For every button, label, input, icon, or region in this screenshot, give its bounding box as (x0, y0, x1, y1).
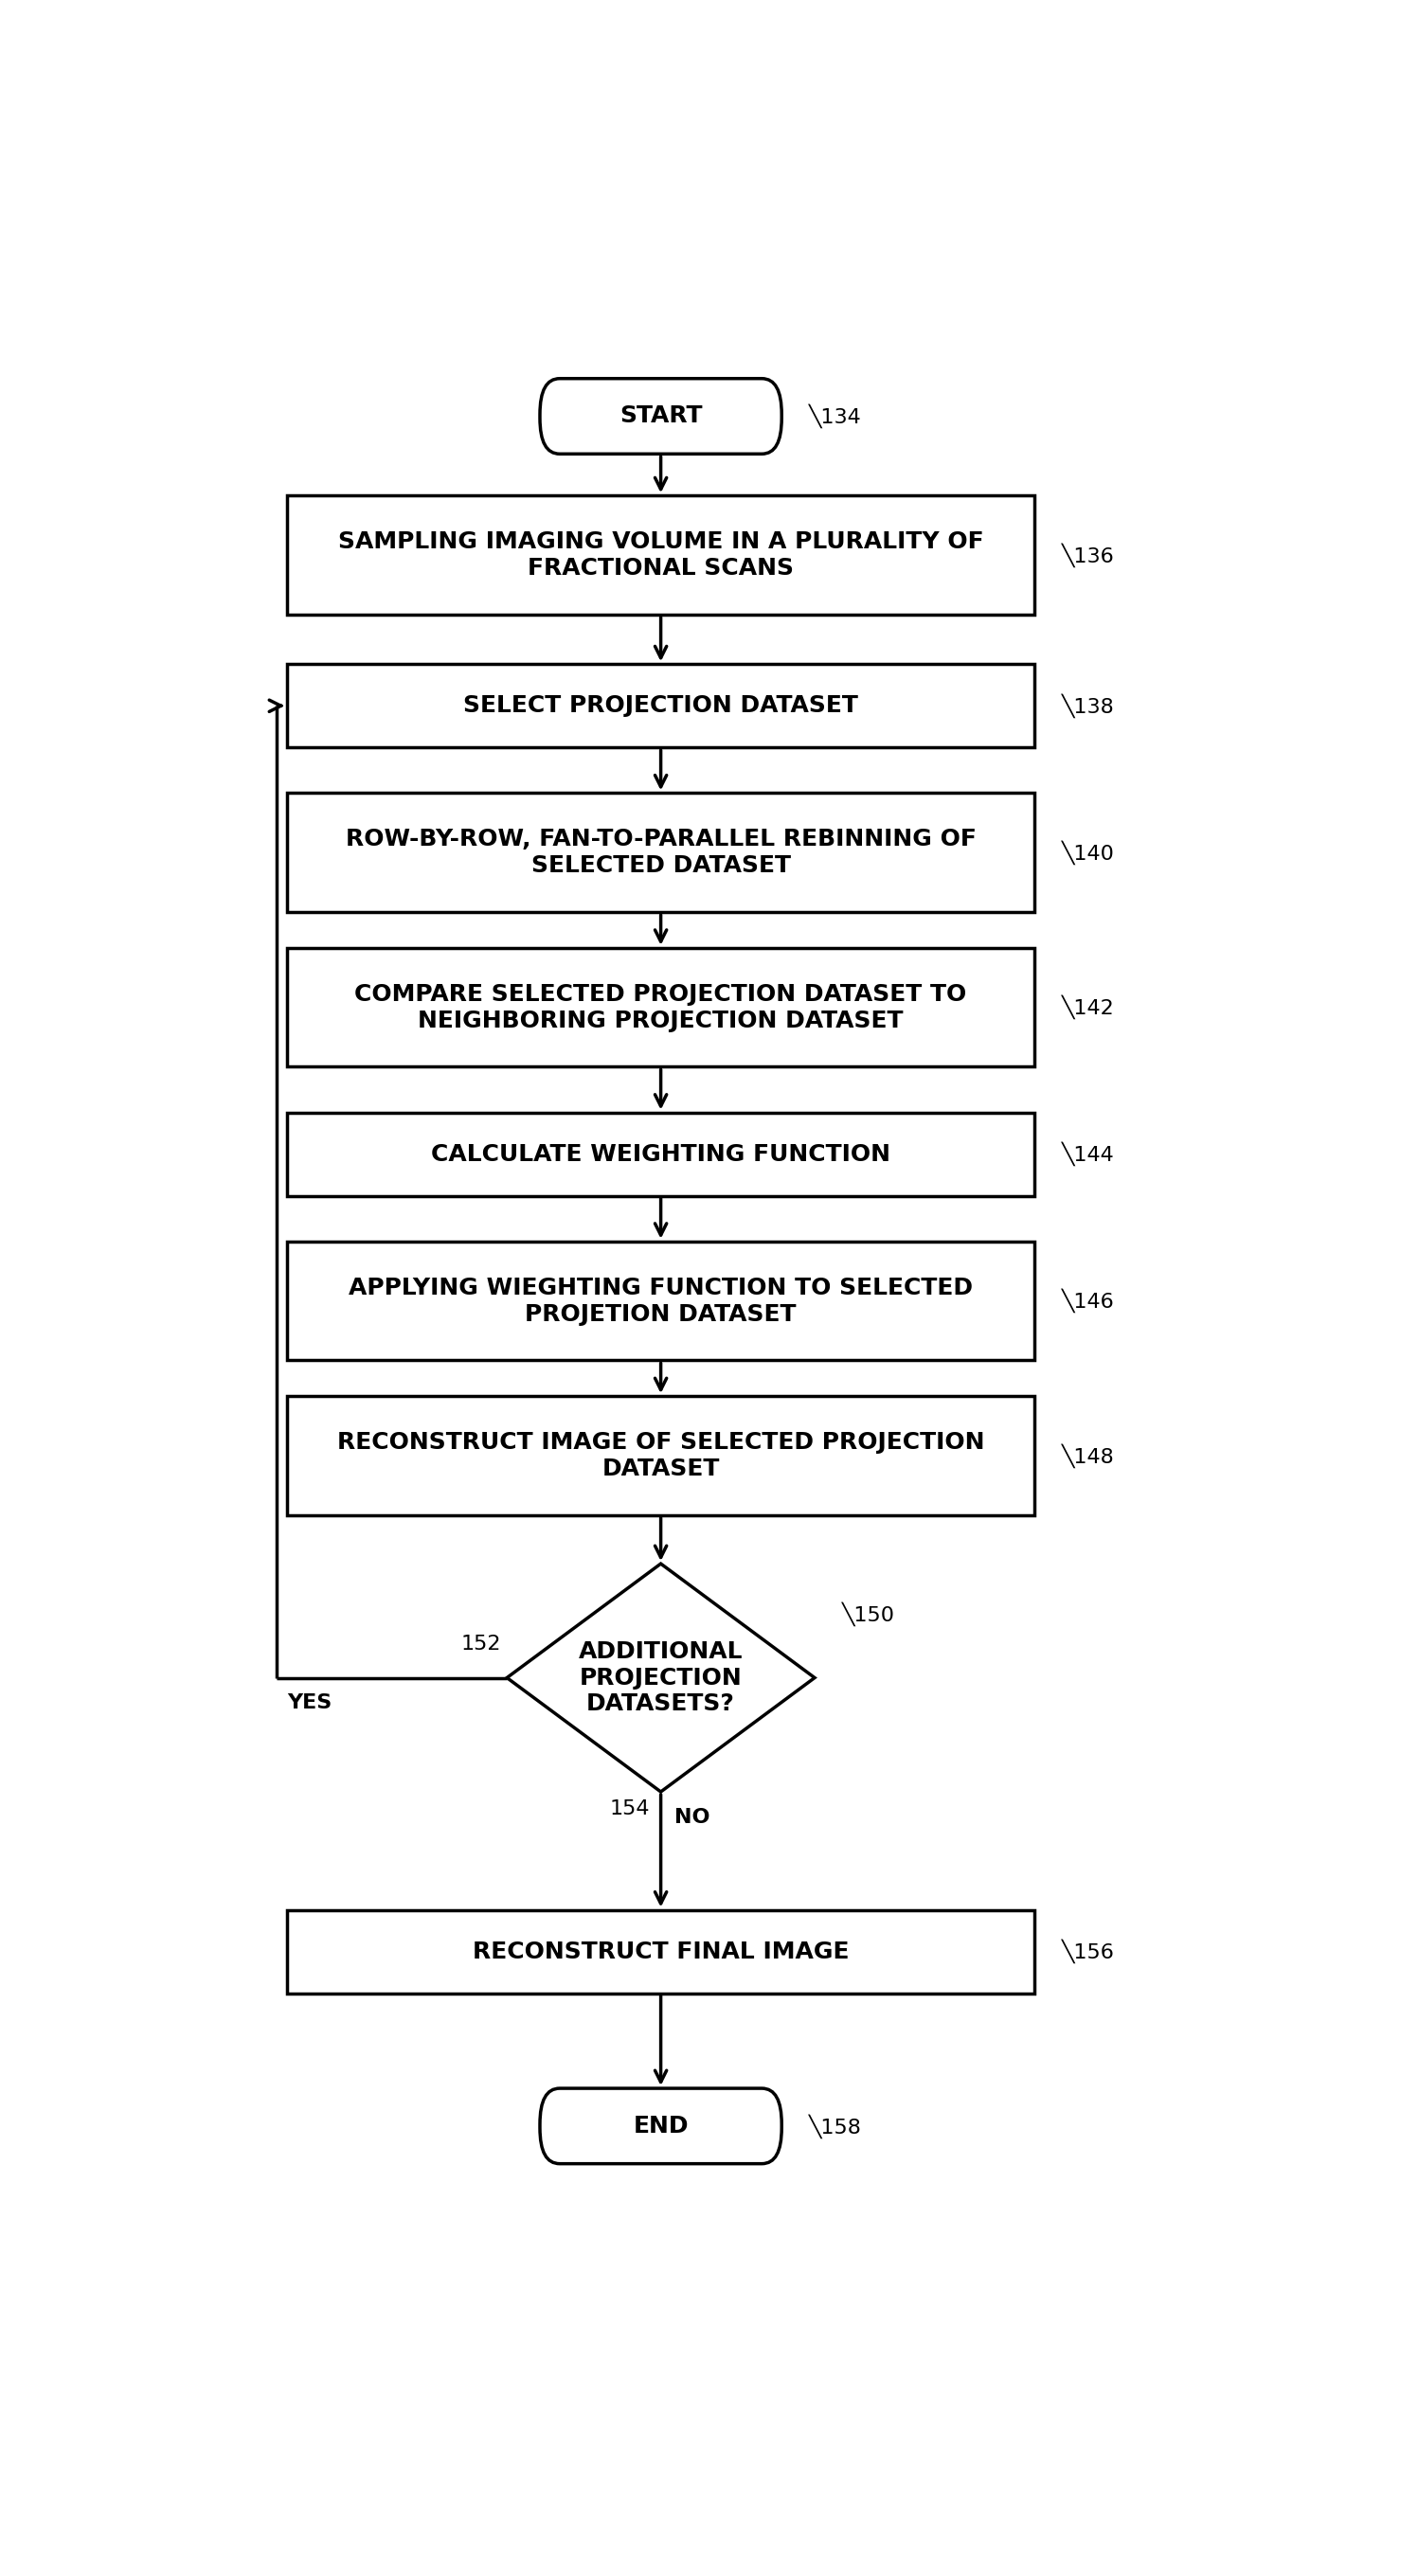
Bar (286, 793, 1035, 912)
Text: NO: NO (674, 1808, 709, 1826)
Text: RECONSTRUCT IMAGE OF SELECTED PROJECTION
DATASET: RECONSTRUCT IMAGE OF SELECTED PROJECTION… (337, 1432, 984, 1481)
Text: ROW-BY-ROW, FAN-TO-PARALLEL REBINNING OF
SELECTED DATASET: ROW-BY-ROW, FAN-TO-PARALLEL REBINNING OF… (346, 827, 976, 878)
FancyBboxPatch shape (540, 379, 781, 453)
Text: ╲134: ╲134 (810, 404, 862, 428)
Bar (286, 948, 1035, 1066)
Text: ╲138: ╲138 (1062, 693, 1115, 719)
Text: ADDITIONAL
PROJECTION
DATASETS?: ADDITIONAL PROJECTION DATASETS? (579, 1641, 743, 1716)
Text: ╲146: ╲146 (1062, 1288, 1115, 1314)
Text: YES: YES (286, 1692, 332, 1713)
Text: COMPARE SELECTED PROJECTION DATASET TO
NEIGHBORING PROJECTION DATASET: COMPARE SELECTED PROJECTION DATASET TO N… (354, 984, 967, 1033)
Text: ╲140: ╲140 (1062, 840, 1115, 866)
Text: START: START (620, 404, 702, 428)
Text: ╲158: ╲158 (810, 2115, 862, 2138)
Text: ╲136: ╲136 (1062, 544, 1115, 567)
Text: ╲150: ╲150 (842, 1602, 895, 1625)
Text: 152: 152 (461, 1636, 502, 1654)
Text: RECONSTRUCT FINAL IMAGE: RECONSTRUCT FINAL IMAGE (472, 1940, 849, 1963)
Text: 154: 154 (610, 1801, 649, 1819)
Text: ╲148: ╲148 (1062, 1443, 1115, 1468)
Text: ╲156: ╲156 (1062, 1940, 1115, 1963)
Bar (286, 495, 1035, 616)
Text: APPLYING WIEGHTING FUNCTION TO SELECTED
PROJETION DATASET: APPLYING WIEGHTING FUNCTION TO SELECTED … (349, 1275, 973, 1327)
Text: SAMPLING IMAGING VOLUME IN A PLURALITY OF
FRACTIONAL SCANS: SAMPLING IMAGING VOLUME IN A PLURALITY O… (337, 531, 984, 580)
Text: END: END (632, 2115, 689, 2138)
Text: SELECT PROJECTION DATASET: SELECT PROJECTION DATASET (464, 696, 858, 716)
Bar (286, 1113, 1035, 1195)
Polygon shape (508, 1564, 815, 1793)
Text: ╲142: ╲142 (1062, 994, 1115, 1020)
Bar (286, 665, 1035, 747)
Text: CALCULATE WEIGHTING FUNCTION: CALCULATE WEIGHTING FUNCTION (431, 1144, 891, 1164)
Bar (286, 1396, 1035, 1515)
FancyBboxPatch shape (540, 2089, 781, 2164)
Bar (286, 1242, 1035, 1360)
Bar (286, 1909, 1035, 1994)
Text: ╲144: ╲144 (1062, 1141, 1115, 1167)
